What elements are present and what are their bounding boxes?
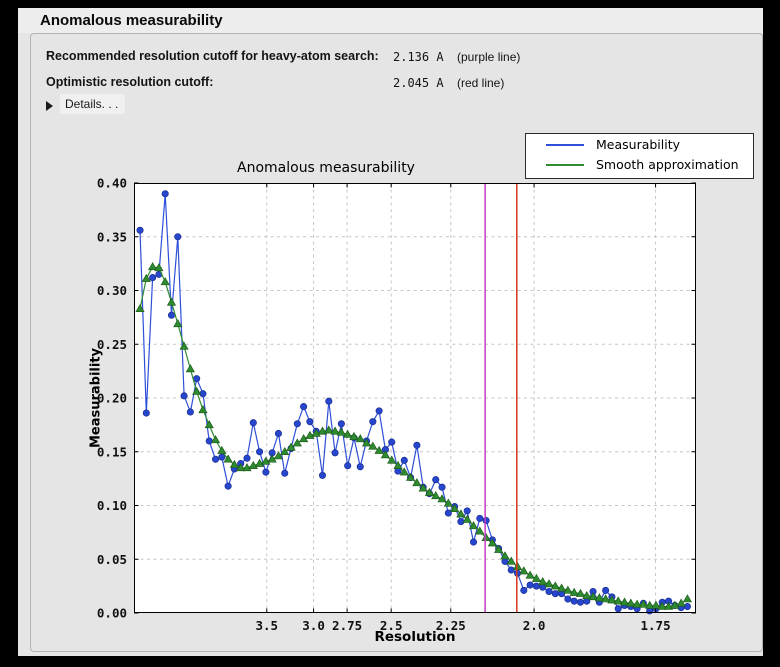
svg-text:0.15: 0.15 xyxy=(97,444,127,459)
result-groupbox xyxy=(30,33,763,652)
x-axis-label: Resolution xyxy=(374,629,456,645)
section-header-strip xyxy=(18,8,763,33)
svg-text:0.35: 0.35 xyxy=(97,229,127,244)
optimistic-cutoff-label: Optimistic resolution cutoff: xyxy=(46,75,214,89)
legend-item-measurability: Measurability xyxy=(526,135,753,155)
optimistic-cutoff-value: 2.045 A xyxy=(393,76,444,90)
recommended-cutoff-label: Recommended resolution cutoff for heavy-… xyxy=(46,49,379,63)
svg-text:3.0: 3.0 xyxy=(302,618,325,633)
svg-text:0.10: 0.10 xyxy=(97,498,127,513)
svg-text:1.75: 1.75 xyxy=(641,618,671,633)
recommended-cutoff-note: (purple line) xyxy=(457,50,521,64)
svg-text:2.0: 2.0 xyxy=(523,618,546,633)
svg-text:0.20: 0.20 xyxy=(97,391,127,406)
chart-title: Anomalous measurability xyxy=(237,160,415,176)
svg-text:0.05: 0.05 xyxy=(97,552,127,567)
y-axis-label: Measurability xyxy=(88,347,104,449)
section-title: Anomalous measurability xyxy=(40,12,223,29)
svg-text:0.00: 0.00 xyxy=(97,606,127,621)
svg-text:0.40: 0.40 xyxy=(97,176,127,191)
measurability-line-swatch xyxy=(546,144,584,146)
smooth-approximation-line-swatch xyxy=(546,164,584,166)
legend-item-smooth-approximation: Smooth approximation xyxy=(526,155,753,175)
svg-text:2.5: 2.5 xyxy=(380,618,403,633)
chart-legend: Measurability Smooth approximation xyxy=(525,133,754,179)
svg-text:2.75: 2.75 xyxy=(332,618,362,633)
legend-label-smooth-approximation: Smooth approximation xyxy=(596,157,739,172)
svg-text:0.25: 0.25 xyxy=(97,337,127,352)
measurability-plot: 3.5 3.0 2.75 2.5 2.25 2.0 1.75 0.00 0.05 0.10 0.15… xyxy=(97,176,696,633)
legend-label-measurability: Measurability xyxy=(596,137,681,152)
svg-text:3.5: 3.5 xyxy=(255,618,278,633)
svg-text:2.25: 2.25 xyxy=(436,618,466,633)
optimistic-cutoff-note: (red line) xyxy=(457,76,505,90)
svg-text:0.30: 0.30 xyxy=(97,283,127,298)
details-label[interactable]: Details. . . xyxy=(60,94,126,114)
recommended-cutoff-value: 2.136 A xyxy=(393,50,444,64)
disclosure-triangle-icon[interactable] xyxy=(46,101,53,111)
